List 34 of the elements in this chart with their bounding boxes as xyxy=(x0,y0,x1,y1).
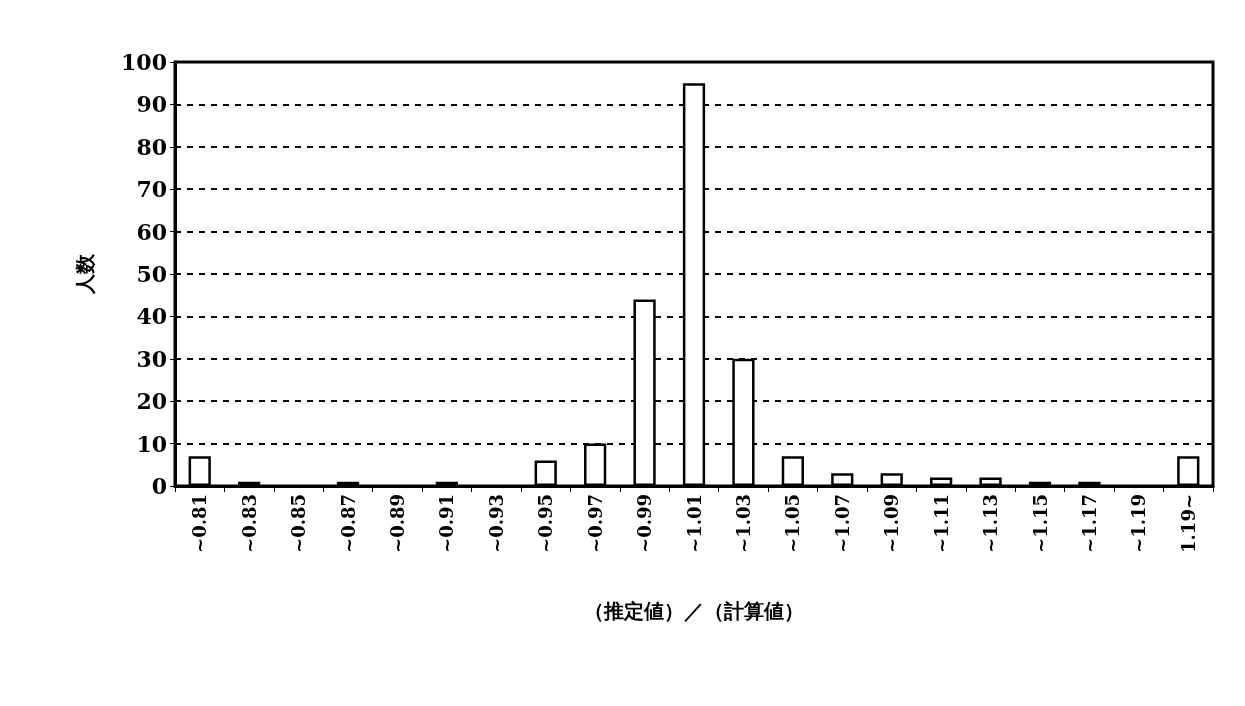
x-tick-label: ~0.81 xyxy=(189,494,211,553)
x-tick-label: ~1.19 xyxy=(1128,494,1150,553)
y-tick-label: 50 xyxy=(136,261,167,287)
x-tick-label: ~1.03 xyxy=(732,494,754,553)
y-tick-label: 10 xyxy=(136,430,167,457)
x-tick-label: ~1.15 xyxy=(1029,494,1051,553)
x-tick-label: ~1.07 xyxy=(831,494,853,553)
x-tick-label: ~1.17 xyxy=(1078,494,1100,553)
x-tick-label: 1.19~ xyxy=(1177,494,1199,553)
x-tick-label: ~0.83 xyxy=(238,494,260,553)
y-axis-title: 人数 xyxy=(73,253,97,295)
y-tick-label: 20 xyxy=(136,388,167,415)
x-tick-label: ~0.95 xyxy=(535,494,557,553)
y-tick-label: 80 xyxy=(136,133,167,160)
y-tick-label: 60 xyxy=(136,218,167,245)
y-tick-label: 70 xyxy=(136,176,167,203)
y-tick-label: 30 xyxy=(136,345,167,372)
x-tick-label: ~1.09 xyxy=(881,494,903,553)
x-tick-label: ~0.99 xyxy=(634,494,656,553)
x-tick-label: ~1.11 xyxy=(930,494,952,553)
y-tick-label: 100 xyxy=(121,49,167,75)
x-tick-label: ~1.01 xyxy=(683,494,705,553)
x-tick-label: ~0.85 xyxy=(288,494,310,553)
x-tick-label: ~0.93 xyxy=(485,494,507,553)
x-tick-label: ~0.89 xyxy=(386,494,408,553)
x-tick-label: ~0.91 xyxy=(436,494,458,553)
y-tick-label: 40 xyxy=(136,303,167,330)
y-tick-label: 0 xyxy=(151,473,167,499)
x-tick-label: ~1.13 xyxy=(980,494,1002,553)
x-axis-title: （推定値）／（計算値） xyxy=(584,599,804,623)
x-tick-label: ~0.87 xyxy=(337,494,359,553)
x-tick-label: ~1.05 xyxy=(782,494,804,553)
x-tick-label: ~0.97 xyxy=(584,494,606,553)
y-tick-label: 90 xyxy=(136,91,167,118)
